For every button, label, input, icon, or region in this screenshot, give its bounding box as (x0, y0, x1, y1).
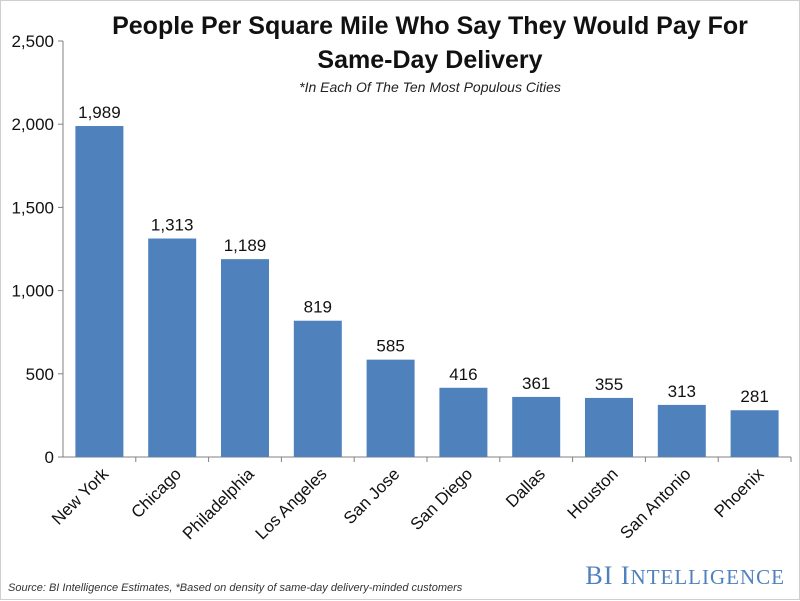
data-label: 361 (522, 374, 550, 393)
bar (439, 387, 488, 457)
data-label: 1,989 (78, 103, 121, 122)
bar (293, 320, 342, 457)
bar (585, 397, 633, 457)
y-tick-label: 1,000 (11, 282, 54, 301)
y-tick-label: 0 (45, 448, 54, 467)
logo-intelligence-rest: NTELLIGENCE (630, 565, 785, 589)
bi-intelligence-logo: BI INTELLIGENCE (585, 561, 785, 591)
x-tick-label: Houston (564, 464, 622, 522)
y-tick-label: 1,500 (11, 198, 54, 217)
chart-title-line1: People Per Square Mile Who Say They Woul… (112, 12, 748, 40)
y-tick-label: 500 (26, 365, 54, 384)
x-tick-label: San Jose (340, 464, 404, 528)
chart-subtitle: *In Each Of The Ten Most Populous Cities (299, 79, 561, 95)
chart-title: People Per Square Mile Who Say They Woul… (61, 9, 799, 77)
chart-title-line2: Same-Day Delivery (317, 46, 543, 74)
logo-bi: BI (585, 561, 614, 590)
bar (75, 126, 124, 458)
data-label: 355 (595, 375, 623, 394)
logo-intelligence-initial: I (620, 561, 631, 590)
x-tick-label: Los Angeles (252, 464, 331, 543)
x-tick-label: Phoenix (711, 464, 768, 521)
x-tick-label: Philadelphia (179, 464, 258, 543)
x-tick-label: Dallas (502, 464, 549, 511)
bar (221, 259, 269, 457)
bar (366, 359, 415, 457)
data-label: 313 (668, 382, 696, 401)
data-label: 1,189 (224, 236, 267, 255)
x-tick-label: San Antonio (616, 464, 694, 542)
bar (148, 238, 197, 457)
data-label: 819 (304, 298, 332, 317)
data-label: 585 (376, 337, 404, 356)
data-label: 416 (449, 365, 477, 384)
y-tick-label: 2,500 (11, 32, 54, 51)
x-tick-label: Chicago (127, 464, 185, 522)
x-tick-label: San Diego (407, 464, 477, 534)
bar (657, 404, 706, 457)
data-label: 1,313 (151, 216, 194, 235)
y-tick-label: 2,000 (11, 115, 54, 134)
data-label: 281 (740, 387, 768, 406)
bar (730, 410, 779, 457)
bar (512, 396, 561, 457)
source-note: Source: BI Intelligence Estimates, *Base… (8, 582, 463, 594)
x-tick-label: New York (48, 464, 113, 529)
